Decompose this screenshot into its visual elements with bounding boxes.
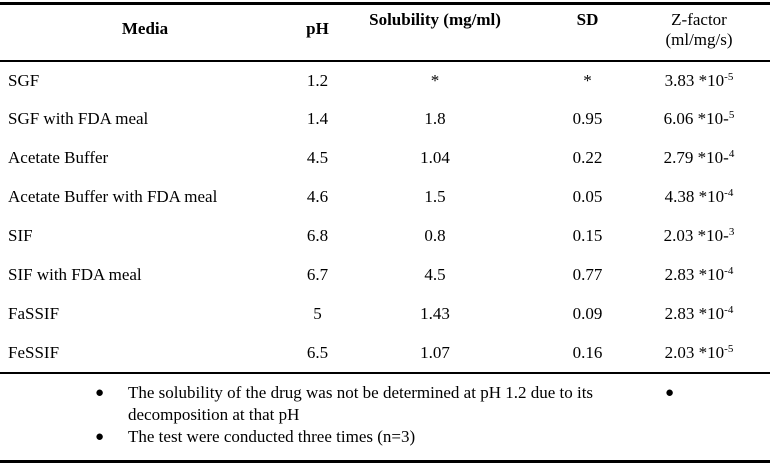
cell-media: Acetate Buffer <box>8 148 109 167</box>
footnote-item: ● The solubility of the drug was not be d… <box>0 382 770 426</box>
table-row: FeSSIF 6.5 1.07 0.16 2.03 *10-5 <box>0 334 770 373</box>
cell-sd: 0.09 <box>572 304 603 323</box>
cell-media: SGF <box>8 70 40 90</box>
cell-media: SIF with FDA meal <box>8 265 142 284</box>
cell-sd: 0.16 <box>572 342 603 362</box>
cell-solubility: 1.5 <box>424 187 446 206</box>
cell-zfactor: 2.03 *10-3 <box>650 217 770 256</box>
cell-media: SIF <box>8 226 33 245</box>
cell-sd: 0.05 <box>572 187 603 206</box>
zfactor-exponent: -4 <box>724 187 734 199</box>
zfactor-exponent: -4 <box>724 304 734 316</box>
cell-sd: 0.15 <box>572 226 603 245</box>
cell-ph: 6.5 <box>306 342 329 362</box>
col-header-media: Media <box>0 3 290 62</box>
table-header: Media pH Solubility (mg/ml) SD Z-factor … <box>0 3 770 62</box>
table-body: SGF 1.2 * * 3.83 *10-5 SGF with FDA meal… <box>0 61 770 373</box>
cell-zfactor: 2.83 *10-4 <box>650 256 770 295</box>
cell-solubility: 4.5 <box>424 265 446 284</box>
cell-media: SGF with FDA meal <box>8 109 149 128</box>
cell-media: Acetate Buffer with FDA meal <box>8 187 218 206</box>
zfactor-exponent: -5 <box>724 70 734 83</box>
footnote-text: The solubility of the drug was not be de… <box>128 382 594 424</box>
cell-solubility: 1.07 <box>420 342 450 362</box>
zfactor-base: 4.38 *10 <box>664 187 725 206</box>
table-row: Acetate Buffer with FDA meal 4.6 1.5 0.0… <box>0 178 770 217</box>
right-bullet-icon: ● <box>665 384 675 401</box>
header-row: Media pH Solubility (mg/ml) SD Z-factor … <box>0 3 770 62</box>
cell-sd: 0.95 <box>572 109 603 128</box>
cell-zfactor: 4.38 *10-4 <box>650 178 770 217</box>
cell-ph: 1.4 <box>306 109 329 128</box>
zfactor-base: 6.06 *10- <box>663 109 729 128</box>
cell-zfactor: 3.83 *10-5 <box>650 61 770 100</box>
cell-zfactor: 6.06 *10-5 <box>650 100 770 139</box>
footnotes-section: ● The solubility of the drug was not be d… <box>0 374 770 463</box>
col-header-solubility: Solubility (mg/ml) <box>345 3 525 62</box>
table-row: SGF with FDA meal 1.4 1.8 0.95 6.06 *10-… <box>0 100 770 139</box>
cell-zfactor: 2.83 *10-4 <box>650 295 770 334</box>
cell-ph: 5 <box>313 304 322 323</box>
col-header-ph: pH <box>290 3 345 62</box>
zfactor-exponent: 4 <box>728 148 735 160</box>
cell-ph: 4.6 <box>306 187 329 206</box>
cell-sd: 0.22 <box>572 148 603 167</box>
solubility-table: Media pH Solubility (mg/ml) SD Z-factor … <box>0 2 770 374</box>
zfactor-exponent: -4 <box>724 265 734 277</box>
zfactor-exponent: -5 <box>724 342 734 355</box>
table-row: SIF 6.8 0.8 0.15 2.03 *10-3 <box>0 217 770 256</box>
cell-solubility: 1.8 <box>424 109 446 128</box>
cell-solubility: * <box>430 70 440 90</box>
cell-media: FeSSIF <box>8 342 60 362</box>
cell-ph: 6.7 <box>306 265 329 284</box>
table-row: SGF 1.2 * * 3.83 *10-5 <box>0 61 770 100</box>
footnote-item: ● The test were conducted three times (n=… <box>0 426 770 448</box>
zfactor-base: 2.83 *10 <box>664 265 725 284</box>
zfactor-exponent: 3 <box>728 226 735 238</box>
cell-sd: 0.77 <box>572 265 603 284</box>
cell-ph: 4.5 <box>306 148 329 167</box>
zfactor-base: 2.79 *10- <box>663 148 729 167</box>
table-row: SIF with FDA meal 6.7 4.5 0.77 2.83 *10-… <box>0 256 770 295</box>
cell-zfactor: 2.03 *10-5 <box>650 334 770 373</box>
table-row: FaSSIF 5 1.43 0.09 2.83 *10-4 <box>0 295 770 334</box>
table-row: Acetate Buffer 4.5 1.04 0.22 2.79 *10-4 <box>0 139 770 178</box>
cell-solubility: 0.8 <box>424 226 446 245</box>
zfactor-base: 2.03 *10 <box>664 342 725 362</box>
cell-sd: * <box>583 70 592 90</box>
cell-solubility: 1.43 <box>420 304 450 323</box>
cell-ph: 6.8 <box>306 226 329 245</box>
cell-zfactor: 2.79 *10-4 <box>650 139 770 178</box>
cell-solubility: 1.04 <box>420 148 450 167</box>
zfactor-exponent: 5 <box>728 109 735 121</box>
cell-media: FaSSIF <box>8 304 60 323</box>
bullet-icon: ● <box>95 428 105 445</box>
bullet-icon: ● <box>95 384 105 401</box>
zfactor-base: 2.83 *10 <box>664 304 725 323</box>
zfactor-base: 2.03 *10- <box>663 226 729 245</box>
zfactor-base: 3.83 *10 <box>664 70 725 90</box>
col-header-sd: SD <box>525 3 650 62</box>
zfactor-header-line2: (ml/mg/s) <box>665 30 733 49</box>
cell-ph: 1.2 <box>306 70 329 90</box>
footnote-text: The test were conducted three times (n=3… <box>128 426 416 446</box>
zfactor-header-line1: Z-factor <box>671 10 727 29</box>
col-header-zfactor: Z-factor (ml/mg/s) <box>650 3 770 62</box>
